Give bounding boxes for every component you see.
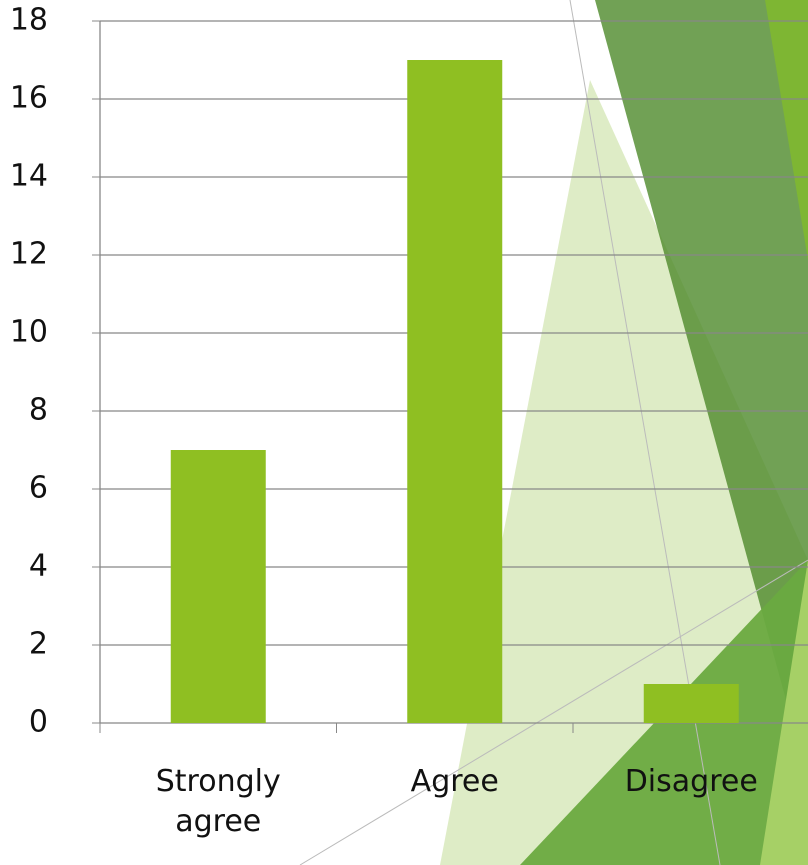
deco-triangle	[765, 0, 808, 260]
deco-line	[299, 559, 808, 865]
y-tick-label: 12	[10, 237, 48, 272]
bar	[170, 450, 266, 723]
y-tick-label: 16	[10, 81, 48, 116]
y-tick-label: 2	[29, 627, 48, 662]
x-tick-label: Disagree	[624, 764, 758, 799]
y-tick-label: 18	[10, 3, 48, 38]
decoration	[299, 0, 808, 865]
deco-triangle	[760, 560, 808, 865]
y-tick-label: 10	[10, 315, 48, 350]
bar	[407, 60, 503, 723]
bar	[643, 684, 739, 723]
y-tick-label: 0	[29, 705, 48, 740]
y-tick-label: 4	[29, 549, 48, 584]
x-tick-label: Agree	[410, 764, 499, 799]
y-tick-label: 6	[29, 471, 48, 506]
y-tick-label: 8	[29, 393, 48, 428]
y-tick-label: 14	[10, 159, 48, 194]
deco-triangle	[595, 0, 808, 722]
x-tick-label: Strongly agree	[155, 764, 281, 839]
plot	[170, 60, 739, 723]
